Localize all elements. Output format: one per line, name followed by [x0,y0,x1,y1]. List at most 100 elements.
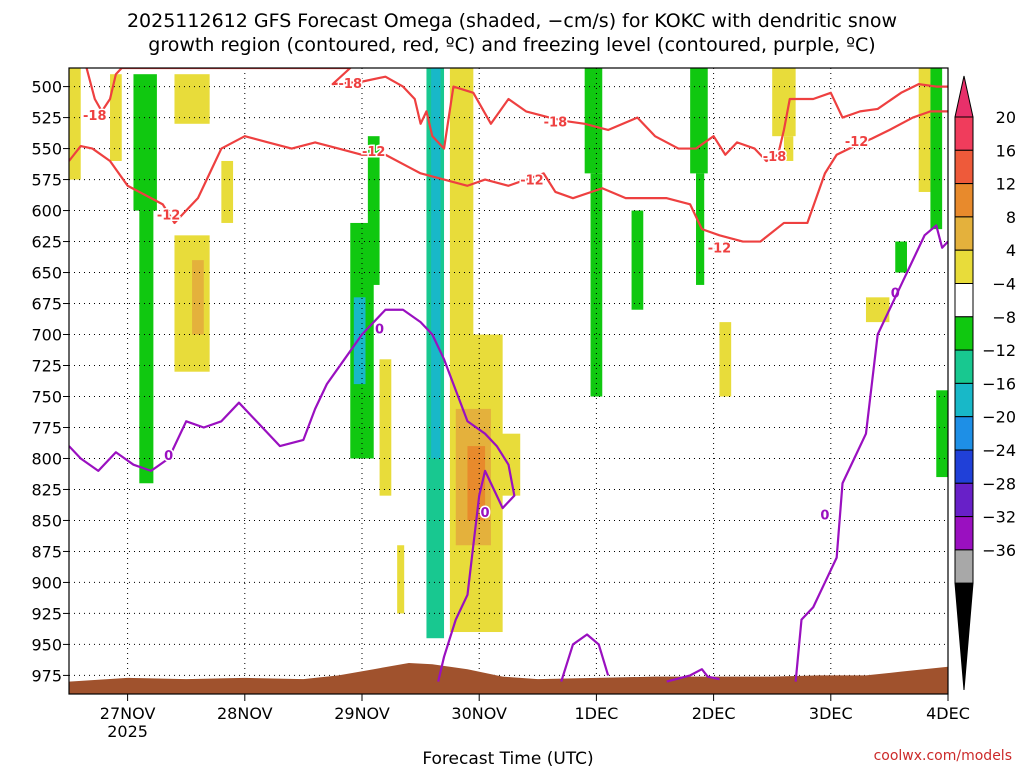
x-tick-label-4: 1DEC [575,704,619,723]
colorbar-bottom-arrow [954,582,974,691]
dgz-contour-label-1-4: -12 [845,135,869,150]
y-tick-label-15: 875 [31,542,62,561]
freezing-contour-label-0-1: 0 [375,322,384,337]
omega-region-3 [139,210,154,484]
omega-region-14 [431,68,441,459]
y-tick-label-10: 750 [31,387,62,406]
omega-region-22 [631,210,644,310]
omega-region-18 [467,446,486,521]
freezing-contour-line-2 [666,668,720,683]
omega-region-4 [174,74,210,124]
y-tick-label-2: 550 [31,140,62,159]
dgz-contour-label-1-0: -12 [157,208,181,223]
freezing-contour-line-3 [794,224,948,682]
omega-region-24 [696,173,705,285]
freezing-contour-line-1 [560,633,610,682]
dgz-contour-line-0 [85,68,948,163]
colorbar-segment-7 [954,349,974,384]
omega-region-1 [110,74,122,161]
colorbar-segment-1 [954,149,974,185]
colorbar-label-8: −16 [982,374,1016,393]
colorbar-segment-9 [954,416,974,451]
y-tick-label-8: 700 [31,326,62,345]
y-tick-label-1: 525 [31,109,62,128]
colorbar-segment-10 [954,449,974,484]
y-tick-label-13: 825 [31,480,62,499]
y-tick-label-9: 725 [31,357,62,376]
omega-region-20 [584,68,603,174]
colorbar-segment-11 [954,482,974,518]
y-axis: 500 525 550 575 600 625 650 675 700 725 750 775 800 8… [31,78,69,685]
omega-region-23 [690,68,708,174]
omega-region-31 [930,68,943,230]
omega-region-12 [397,545,405,614]
y-tick-label-4: 600 [31,202,62,221]
x-tick-label-1: 28NOV [217,704,273,723]
omega-region-15 [449,68,474,335]
colorbar-segment-0 [954,116,974,151]
colorbar-label-0: 20 [996,108,1016,127]
colorbar-label-3: 8 [1006,208,1016,227]
colorbar-top-arrow [954,75,974,118]
omega-region-25 [719,322,732,397]
omega-region-28 [865,297,890,323]
dgz-contour-label-1-3: -12 [708,242,732,257]
x-tick-label-7: 4DEC [926,704,970,723]
colorbar-label-7: −12 [982,341,1016,360]
colorbar-label-11: −28 [982,474,1016,493]
terrain-fill [69,663,948,694]
colorbar-segment-8 [954,382,974,418]
plot-frame [68,67,949,695]
omega-region-6 [192,260,204,335]
y-tick-label-16: 900 [31,573,62,592]
y-tick-label-7: 675 [31,295,62,314]
x-axis-label: Forecast Time (UTC) [422,749,593,768]
omega-region-11 [379,359,392,496]
freezing-contour-label-0-3: 0 [820,508,829,523]
omega-region-26 [772,68,796,137]
dgz-contour-line-1 [69,110,948,243]
colorbar-label-13: −36 [982,541,1016,560]
chart-title-line-1: 2025112612 GFS Forecast Omega (shaded, −… [127,10,897,32]
colorbar-segment-5 [954,283,974,318]
colorbar-segment-12 [954,516,974,551]
x-tick-label-3: 30NOV [451,704,507,723]
colorbar-label-4: 4 [1006,241,1016,260]
colorbar-label-1: 16 [996,141,1016,160]
y-tick-label-14: 850 [31,511,62,530]
colorbar-segment-13 [954,549,974,584]
y-tick-label-11: 775 [31,418,62,437]
y-tick-label-3: 575 [31,171,62,190]
y-tick-label-6: 650 [31,264,62,283]
freezing-contour-label-0-2: 0 [481,506,490,521]
y-tick-label-18: 950 [31,635,62,654]
dgz-contour-label-0-0: -18 [83,109,107,124]
omega-region-10 [367,136,380,285]
dgz-contour-label-1-2: -12 [520,174,544,189]
y-tick-label-0: 500 [31,78,62,97]
dgz-contour-label-0-1: -18 [339,77,363,92]
omega-region-27 [783,136,794,161]
colorbar-label-10: −24 [982,441,1016,460]
colorbar-segment-2 [954,183,974,218]
colorbar-label-12: −32 [982,508,1016,527]
dgz-contour-label-1-1: -12 [362,145,386,160]
omega-region-29 [895,241,907,273]
freezing-contour-label-0-0: 0 [164,449,173,464]
credit-text: coolwx.com/models [874,748,1012,764]
chart-title-line-2: growth region (contoured, red, ºC) and f… [148,34,875,56]
dgz-contour-label-0-2: -18 [544,115,568,130]
omega-region-0 [69,68,81,180]
colorbar-segment-4 [954,249,974,284]
omega-region-9 [353,297,366,385]
colorbar-segment-6 [954,316,974,351]
dgz-contour-label-0-3: -18 [763,150,787,165]
x-tick-label-6: 3DEC [809,704,853,723]
colorbar-segment-3 [954,216,974,251]
colorbar-label-5: −4 [992,275,1016,294]
omega-region-30 [918,68,931,192]
